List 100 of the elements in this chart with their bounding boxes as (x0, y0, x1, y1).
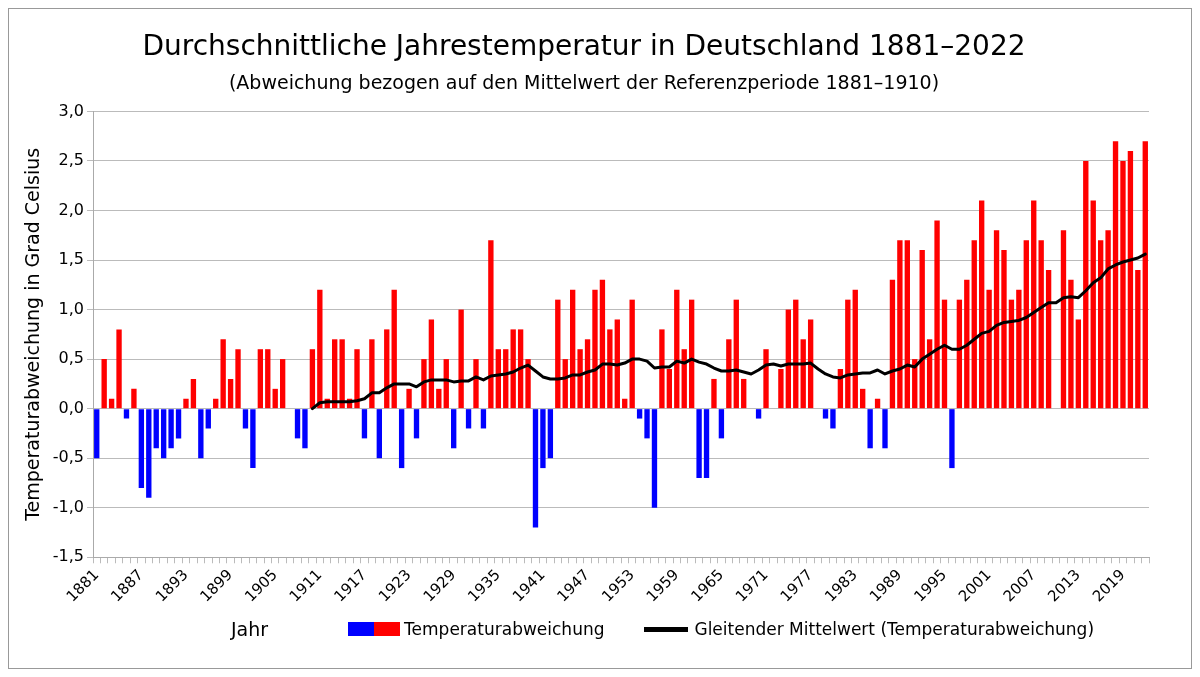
bar (272, 388, 278, 409)
bar (421, 359, 427, 409)
bar (339, 339, 345, 409)
chart-subtitle: (Abweichung bezogen auf den Mittelwert der Referenzperiode 1881–1910) (228, 70, 940, 93)
bar (577, 349, 583, 409)
y-tick-label: 0,5 (58, 348, 85, 368)
bar (763, 349, 769, 409)
bar (250, 409, 256, 469)
bar (897, 240, 903, 409)
bar (793, 299, 799, 409)
bar (406, 388, 412, 409)
bar (941, 299, 948, 409)
bar (294, 409, 301, 439)
bar (845, 299, 851, 409)
x-axis-title: Jahr (231, 618, 269, 640)
bar (309, 349, 316, 409)
bar (1127, 151, 1134, 409)
bar (1142, 141, 1148, 409)
bar (592, 289, 598, 409)
bar (302, 409, 308, 449)
bar (830, 409, 836, 429)
bar (1120, 160, 1126, 409)
y-tick-label: 1,0 (58, 298, 85, 318)
bar (703, 409, 710, 479)
bar (822, 409, 829, 419)
bar (168, 409, 174, 449)
bar (949, 409, 955, 469)
bar (540, 409, 546, 469)
bar (220, 339, 226, 409)
bar (213, 398, 219, 409)
bar (547, 409, 554, 459)
bar (384, 329, 390, 409)
bar (227, 378, 234, 409)
bar (473, 359, 479, 409)
bar (510, 329, 516, 409)
bar (934, 220, 940, 409)
bar (688, 299, 695, 409)
bar (480, 409, 487, 429)
bar (852, 289, 858, 409)
bar (317, 289, 323, 409)
bar (1023, 240, 1029, 409)
bar (696, 409, 702, 479)
bar (279, 359, 286, 409)
bar (555, 299, 561, 409)
bar (636, 409, 643, 419)
bar (956, 299, 963, 409)
y-tick-label: 1,5 (58, 249, 85, 269)
y-tick-label: 0,0 (58, 397, 85, 417)
bar (242, 409, 249, 429)
bar (1090, 200, 1096, 409)
bar (778, 369, 784, 409)
bar (622, 398, 628, 409)
bar (874, 398, 881, 409)
y-tick-label: -1,0 (52, 496, 85, 516)
bar (391, 289, 397, 409)
bar (190, 378, 197, 409)
bar (1016, 289, 1022, 409)
bar (428, 319, 435, 409)
bar (644, 409, 650, 439)
bar (607, 329, 613, 409)
chart-title: Durchschnittliche Jahrestemperatur in Deutschland 1881–2022 (142, 29, 1026, 63)
bar (971, 240, 977, 409)
bar (674, 289, 680, 409)
bar (882, 409, 888, 449)
bar (733, 299, 739, 409)
bar (1075, 319, 1082, 409)
bar (235, 349, 241, 409)
bar (1097, 240, 1104, 409)
bar (785, 309, 792, 409)
bar (807, 319, 814, 409)
bar (369, 339, 375, 409)
bar (614, 319, 620, 409)
bar (651, 409, 658, 508)
y-tick-label: -1,5 (52, 546, 85, 566)
bar (904, 240, 910, 409)
bar (116, 329, 122, 409)
bar (718, 409, 725, 439)
bar (198, 409, 204, 459)
bar (1112, 141, 1119, 409)
bar (919, 250, 925, 409)
bar (1083, 160, 1089, 409)
bar (94, 409, 100, 459)
y-tick-label: 3,0 (58, 100, 85, 120)
legend-label: Gleitender Mittelwert (Temperaturabweichung) (694, 619, 1095, 639)
bar (867, 409, 873, 449)
bar (1060, 230, 1067, 409)
bar (659, 329, 665, 409)
bar (265, 349, 271, 409)
bar (146, 409, 152, 498)
bar (398, 409, 405, 469)
bar (979, 200, 985, 409)
bar (532, 409, 539, 528)
bar (123, 409, 130, 419)
bar (711, 378, 717, 409)
bar (666, 369, 673, 409)
bar (1001, 250, 1007, 409)
bar (108, 398, 115, 409)
bar (376, 409, 382, 459)
bar (1008, 299, 1015, 409)
bar (964, 279, 970, 409)
